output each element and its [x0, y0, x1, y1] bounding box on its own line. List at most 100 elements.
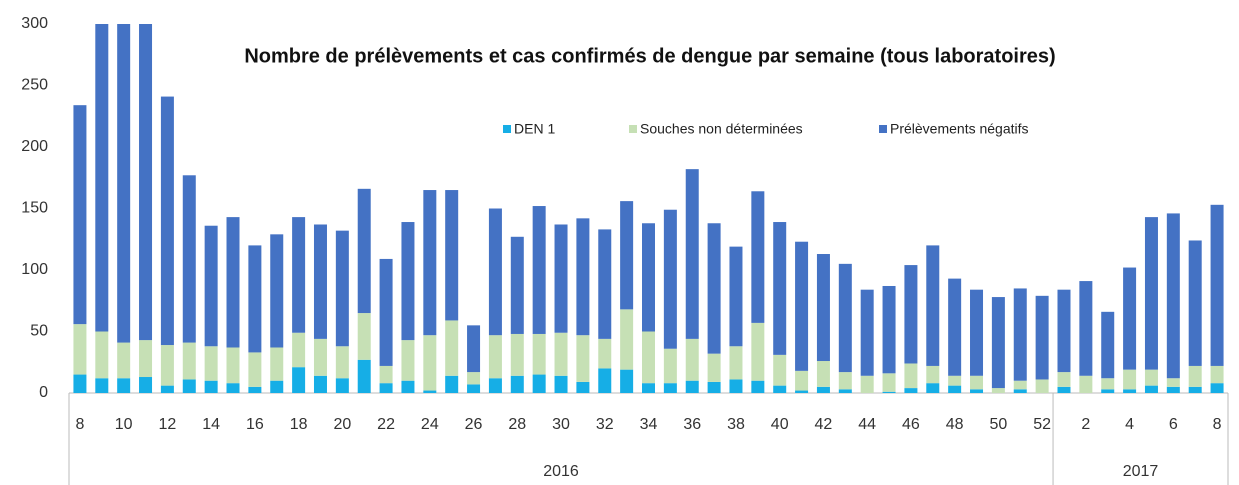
bar-segment — [926, 383, 940, 393]
bar-segment — [663, 383, 677, 393]
bar-segment — [95, 378, 109, 393]
bar-segment — [1188, 240, 1202, 366]
bar-segment — [379, 258, 393, 366]
bar-segment — [467, 384, 481, 393]
bar-segment — [423, 335, 437, 391]
bar-segment — [707, 381, 721, 393]
bar-segment — [642, 223, 655, 332]
y-tick-label: 150 — [21, 200, 48, 217]
bar-segment — [379, 383, 393, 393]
bar-segment — [795, 241, 809, 371]
bar-segment — [576, 218, 590, 336]
bar-segment — [1013, 380, 1027, 390]
bar-segment — [685, 169, 699, 339]
bar-segment — [160, 385, 174, 393]
x-tick-label: 40 — [771, 416, 789, 433]
y-tick-label: 50 — [30, 323, 48, 340]
bar-segment — [1123, 389, 1137, 393]
bar-segment — [838, 372, 852, 390]
bar-segment — [838, 263, 852, 373]
bar-segment — [773, 222, 787, 355]
bar-segment — [816, 254, 830, 362]
bar-segment — [160, 345, 174, 386]
bar-segment — [1101, 378, 1115, 390]
bar-segment — [707, 223, 721, 354]
bar-segment — [1123, 267, 1137, 370]
y-tick-label: 250 — [21, 77, 48, 94]
bar-segment — [904, 363, 918, 389]
legend-swatch — [503, 125, 511, 133]
x-tick-label: 26 — [465, 416, 483, 433]
bar-segment — [1144, 385, 1158, 393]
bar-segment — [139, 340, 153, 378]
bar-segment — [292, 367, 306, 393]
bar-segment — [948, 385, 962, 393]
bar-segment — [685, 380, 699, 393]
bar-segment — [904, 388, 918, 393]
bar-segment — [1035, 295, 1049, 380]
bar-segment — [117, 24, 131, 343]
x-tick-label: 44 — [858, 416, 876, 433]
bar-segment — [1101, 389, 1115, 393]
bar-segment — [204, 225, 218, 347]
bar-segment — [882, 373, 896, 392]
bar-segment — [1101, 311, 1115, 379]
bar-segment — [204, 346, 218, 381]
bar-segment — [926, 245, 940, 366]
bar-segment — [991, 388, 1005, 393]
bar-segment — [729, 346, 743, 380]
bar-segment — [926, 365, 940, 384]
bar-segment — [773, 354, 787, 386]
bar-segment — [445, 190, 459, 321]
bar-segment — [1188, 386, 1202, 393]
x-tick-label: 32 — [596, 416, 614, 433]
group-label: 2017 — [1123, 463, 1159, 480]
bar-segment — [904, 265, 918, 364]
bar-segment — [1035, 379, 1049, 393]
bar-segment — [532, 333, 546, 375]
bar-segment — [795, 370, 809, 391]
x-tick-label: 8 — [75, 416, 84, 433]
bar-segment — [598, 229, 612, 339]
bar-segment — [488, 208, 502, 336]
bar-segment — [1057, 386, 1071, 393]
bar-segment — [685, 338, 699, 381]
bar-segment — [226, 347, 240, 384]
x-tick-label: 34 — [640, 416, 658, 433]
bar-segment — [642, 383, 655, 393]
bar-segment — [423, 190, 437, 336]
bar-segment — [248, 386, 262, 393]
x-tick-label: 28 — [508, 416, 526, 433]
x-tick-label: 20 — [333, 416, 351, 433]
bar-segment — [248, 352, 262, 387]
bar-segment — [139, 377, 153, 393]
bar-segment — [226, 383, 240, 393]
bar-segment — [1166, 386, 1180, 393]
bar-segment — [357, 188, 371, 314]
bar-segment — [182, 175, 196, 343]
bar-segment — [751, 322, 765, 381]
x-tick-label: 30 — [552, 416, 570, 433]
x-tick-label: 22 — [377, 416, 395, 433]
bar-segment — [554, 224, 568, 333]
x-tick-label: 46 — [902, 416, 920, 433]
bar-segment — [991, 297, 1005, 389]
bar-segment — [379, 365, 393, 384]
bar-segment — [95, 24, 109, 332]
bar-segment — [1079, 281, 1093, 376]
bar-segment — [248, 245, 262, 353]
group-label: 2016 — [543, 463, 579, 480]
bar-segment — [488, 335, 502, 379]
bar-segment — [838, 389, 852, 393]
bar-segment — [292, 332, 306, 368]
bar-segment — [204, 380, 218, 393]
bar-segment — [1144, 369, 1158, 386]
bar-segment — [139, 24, 153, 341]
bar-segment — [576, 381, 590, 393]
bar-segment — [292, 217, 306, 333]
bar-segment — [729, 379, 743, 393]
bar-segment — [401, 340, 415, 381]
bar-segment — [598, 338, 612, 369]
x-tick-label: 10 — [115, 416, 133, 433]
bar-segment — [357, 313, 371, 360]
